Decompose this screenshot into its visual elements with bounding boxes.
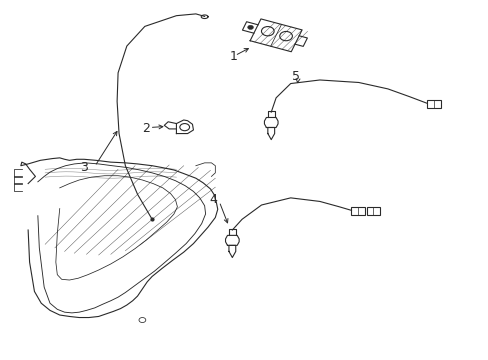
Circle shape <box>247 25 253 30</box>
Text: 2: 2 <box>142 122 150 135</box>
Text: 4: 4 <box>209 193 217 206</box>
Text: 1: 1 <box>229 50 237 63</box>
Text: 3: 3 <box>80 161 88 174</box>
Text: 5: 5 <box>291 70 299 83</box>
